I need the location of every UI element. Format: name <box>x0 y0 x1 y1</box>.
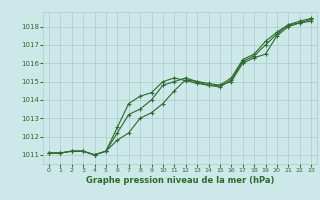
X-axis label: Graphe pression niveau de la mer (hPa): Graphe pression niveau de la mer (hPa) <box>86 176 274 185</box>
